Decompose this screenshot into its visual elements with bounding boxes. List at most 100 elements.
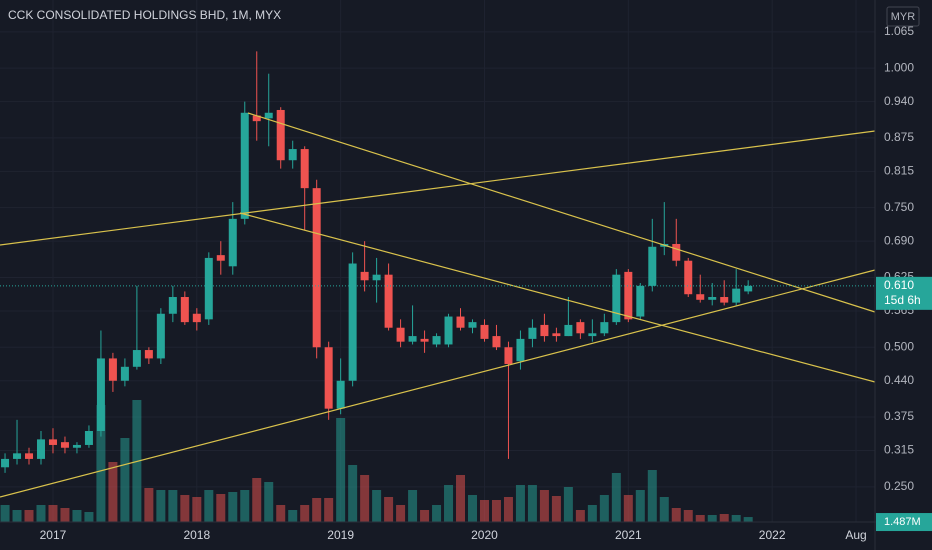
volume-bar: [228, 492, 238, 522]
volume-bar: [156, 490, 166, 522]
volume-bar: [515, 485, 525, 522]
candle-body: [48, 439, 57, 445]
candle-body: [420, 338, 429, 342]
candle-body: [25, 453, 34, 459]
volume-bar: [192, 497, 202, 522]
candle-body: [36, 439, 45, 459]
volume-bar: [336, 418, 346, 522]
currency[interactable]: MYR: [891, 11, 916, 23]
candle-body: [672, 243, 681, 261]
trend-line: [0, 130, 876, 246]
volume-bar: [551, 496, 561, 522]
candle-body: [708, 297, 717, 300]
candle-body: [336, 380, 345, 409]
volume-bar: [396, 505, 406, 522]
candle-body: [360, 271, 369, 281]
volume-bar: [216, 494, 226, 522]
candle-body: [480, 324, 489, 339]
candle-body: [144, 350, 153, 359]
y-tick-label: 0.250: [884, 479, 914, 493]
volume-bar: [0, 505, 10, 522]
candle-body: [348, 263, 357, 381]
volume-bar: [527, 485, 537, 522]
trend-lines: [0, 112, 876, 498]
candle-body: [732, 288, 741, 303]
last-volume-label: 1.487M: [884, 516, 921, 528]
candle-body: [372, 274, 381, 281]
trend-line: [0, 269, 876, 498]
candle-body: [216, 255, 225, 261]
volume-bar: [611, 473, 621, 522]
volume-bar: [300, 505, 310, 522]
y-tick-label: 0.940: [884, 94, 914, 108]
volume-bar: [575, 510, 585, 522]
y-tick-label: 0.315: [884, 443, 914, 457]
y-tick-label: 0.815: [884, 164, 914, 178]
candle-body: [228, 218, 237, 267]
last-volume-box: [876, 513, 932, 532]
candle-body: [648, 246, 657, 286]
candle-body: [324, 347, 333, 409]
volume-bar: [563, 487, 573, 522]
candle-body: [444, 316, 453, 345]
candle-body: [624, 271, 633, 320]
candle-body: [168, 297, 177, 314]
trend-line: [247, 112, 876, 313]
y-tick-label: 0.440: [884, 373, 914, 387]
volume-bar: [240, 490, 250, 522]
candle-body: [264, 112, 273, 119]
volume-bar: [48, 505, 58, 522]
candle-body: [396, 327, 405, 342]
volume-bar: [444, 485, 454, 522]
volume-bar: [108, 462, 118, 522]
currency-box[interactable]: [886, 6, 920, 27]
x-tick-label: 2020: [471, 528, 498, 542]
candle-body: [72, 444, 81, 448]
volume-bar: [168, 490, 178, 522]
volume-layer: [0, 400, 753, 522]
candle-body: [252, 115, 261, 122]
volume-bar: [503, 497, 513, 522]
candle-body: [384, 274, 393, 328]
volume-bar: [144, 488, 154, 522]
volume-bar: [180, 495, 190, 522]
grid: [0, 0, 875, 522]
candle-body: [468, 322, 477, 328]
x-tick-label: 2017: [40, 528, 67, 542]
volume-bar: [84, 512, 94, 522]
volume-bar: [252, 478, 262, 522]
volume-bar: [60, 508, 70, 522]
candle-body: [1, 458, 10, 468]
volume-bar: [671, 508, 681, 522]
candle-body: [120, 366, 129, 381]
volume-bar: [683, 510, 693, 522]
volume-bar: [96, 405, 106, 522]
countdown: 15d 6h: [884, 293, 921, 307]
candle-body: [84, 430, 93, 445]
volume-bar: [12, 510, 22, 522]
volume-bar: [312, 498, 322, 522]
volume-bar: [24, 510, 34, 522]
candle-body: [636, 285, 645, 317]
volume-bar: [360, 475, 370, 522]
volume-bar: [468, 495, 477, 522]
volume-bar: [408, 490, 418, 522]
candle-body: [96, 358, 105, 431]
candle-body: [288, 149, 297, 161]
candle-body: [492, 336, 501, 348]
last-price-label: 0.610: [884, 278, 914, 292]
x-tick-label: 2022: [759, 528, 786, 542]
volume-bar: [599, 495, 609, 522]
candle-body: [132, 350, 141, 367]
candle-body: [600, 322, 609, 334]
candle-body: [576, 322, 585, 334]
volume-bar: [623, 495, 633, 522]
candle-body: [540, 324, 549, 337]
y-tick-label: 0.875: [884, 130, 914, 144]
candle-body: [156, 313, 165, 359]
volume-bar: [204, 490, 214, 522]
volume-bar: [264, 482, 274, 522]
